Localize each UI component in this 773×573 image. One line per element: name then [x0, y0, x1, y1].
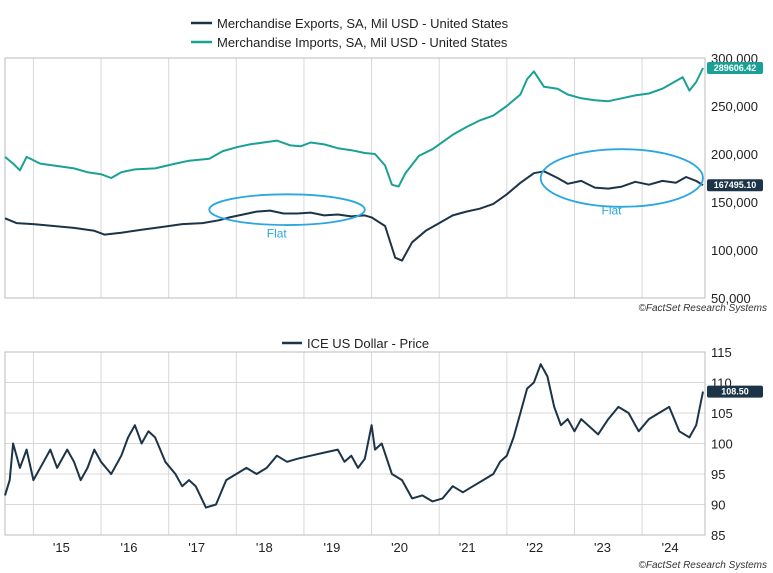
x-ticks: '15 '16 '17 '18 '19 '20 '21 '22 '23 '24 — [53, 540, 679, 555]
x-tick: '17 — [188, 540, 205, 555]
x-tick: '19 — [323, 540, 340, 555]
top-y-tick: 50,000 — [711, 291, 751, 306]
bottom-y-ticks: 115 110 105 100 95 90 85 — [711, 345, 733, 543]
bottom-y-tick: 85 — [711, 528, 725, 543]
top-plot-frame — [4, 57, 706, 299]
top-annotations: Flat Flat — [208, 148, 704, 241]
top-y-tick: 200,000 — [711, 147, 758, 162]
x-tick: '21 — [459, 540, 476, 555]
series-line-dollar — [4, 363, 704, 509]
top-gridlines — [32, 58, 643, 298]
flat-annotation-ellipse — [539, 148, 704, 208]
bottom-plot-frame — [4, 351, 706, 536]
flat-annotation-label: Flat — [602, 203, 623, 217]
top-y-ticks: 300,000 250,000 200,000 150,000 100,000 … — [711, 51, 758, 306]
x-tick: '16 — [121, 540, 138, 555]
legend-dollar: ICE US Dollar - Price — [307, 336, 429, 351]
bottom-y-tick: 95 — [711, 467, 725, 482]
bottom-y-tick: 115 — [711, 345, 732, 360]
top-y-tick: 150,000 — [711, 195, 758, 210]
top-legend: Merchandise Exports, SA, Mil USD - Unite… — [191, 16, 509, 50]
top-credit: ©FactSet Research Systems — [638, 303, 767, 314]
exports-imports-chart: Merchandise Exports, SA, Mil USD - Unite… — [4, 16, 767, 314]
last-value-imports: 289606.42 — [714, 63, 757, 73]
bottom-credit: ©FactSet Research Systems — [638, 560, 767, 571]
flat-annotation-ellipse — [208, 193, 366, 226]
last-value-dollar: 108.50 — [721, 387, 749, 397]
legend-exports: Merchandise Exports, SA, Mil USD - Unite… — [217, 16, 509, 31]
bottom-y-tick: 90 — [711, 498, 725, 513]
bottom-legend: ICE US Dollar - Price — [282, 336, 429, 351]
x-tick: '18 — [256, 540, 273, 555]
last-value-badge-dollar: 108.50 — [707, 385, 763, 398]
last-value-badge-imports: 289606.42 — [707, 61, 763, 74]
last-value-exports: 167495.10 — [714, 180, 757, 190]
bottom-gridlines — [5, 351, 705, 536]
top-y-tick: 250,000 — [711, 99, 758, 114]
dollar-index-chart: ICE US Dollar - Price 115 110 105 100 95… — [4, 336, 767, 571]
flat-annotation-label: Flat — [267, 227, 288, 241]
series-line-imports — [4, 67, 704, 188]
bottom-y-tick: 100 — [711, 437, 733, 452]
x-tick: '22 — [526, 540, 543, 555]
top-y-tick: 100,000 — [711, 243, 758, 258]
series-line-exports — [4, 170, 704, 262]
x-tick: '24 — [662, 540, 679, 555]
x-tick: '20 — [391, 540, 408, 555]
bottom-y-tick: 105 — [711, 406, 733, 421]
x-tick: '23 — [594, 540, 611, 555]
legend-imports: Merchandise Imports, SA, Mil USD - Unite… — [217, 35, 508, 50]
x-tick: '15 — [53, 540, 70, 555]
last-value-badge-exports: 167495.10 — [707, 179, 763, 192]
